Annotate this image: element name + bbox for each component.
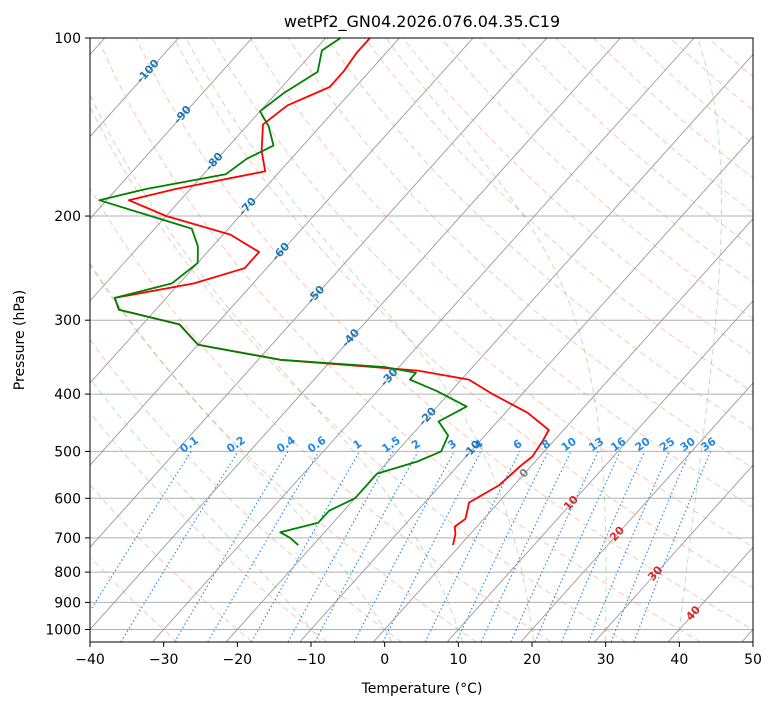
- chart-title: wetPf2_GN04.2026.076.04.35.C19: [284, 12, 560, 32]
- dry-adiabat: [90, 411, 328, 642]
- mixing-ratio-lines: [90, 451, 712, 642]
- grid-layer: [90, 37, 753, 630]
- dewpoint-profile: [98, 38, 468, 546]
- y-tick-label: 900: [54, 595, 81, 611]
- isotherm-line: [90, 38, 400, 384]
- mixing-ratio-line: [287, 451, 394, 642]
- mixing-ratio-label: 1.5: [379, 434, 402, 456]
- y-tick-label: 500: [54, 444, 81, 460]
- isotherm-line: [373, 218, 753, 642]
- dry-adiabat: [90, 186, 552, 642]
- dry-adiabat: [593, 38, 753, 179]
- moist-adiabat: [90, 262, 393, 642]
- moist-adiabat: [90, 93, 464, 642]
- mixing-ratio-label: 0.6: [305, 433, 329, 455]
- y-tick-label: 400: [54, 387, 81, 403]
- isotherm-line: [152, 38, 695, 642]
- plot-area: 0.1 0.2 0.4 0.6 1 1.5 2 3 4 6 8 10 13 16 20 25 30 36-100-…: [90, 38, 753, 642]
- mixing-ratio-line: [534, 451, 621, 642]
- dry-adiabat: [288, 38, 753, 469]
- mixing-ratio-label: 0.4: [274, 433, 298, 455]
- mixing-ratio-line: [561, 451, 646, 642]
- isotherms: [90, 38, 753, 642]
- dry-adiabat: [211, 38, 753, 548]
- y-tick-label: 300: [54, 313, 81, 329]
- mixing-ratio-line: [90, 451, 192, 612]
- isotherm-line: [90, 38, 253, 220]
- dry-adiabat: [90, 264, 477, 642]
- moist-adiabat: [185, 38, 535, 642]
- dry-adiabat: [249, 38, 753, 508]
- isotherm-line: [225, 53, 753, 642]
- isotherm-line: [90, 38, 474, 466]
- mixing-ratio-line: [610, 451, 691, 642]
- isotherm-line: [446, 300, 753, 642]
- mixing-ratio-label: 6: [511, 437, 525, 452]
- mixing-ratio-line: [510, 451, 599, 642]
- moist-adiabat: [677, 38, 722, 642]
- dry-adiabat: [440, 38, 753, 320]
- x-axis-label: Temperature (°C): [361, 681, 483, 697]
- y-axis-label: Pressure (hPa): [12, 290, 28, 390]
- moist-adiabat: [385, 38, 607, 642]
- dry-adiabat: [555, 38, 753, 213]
- x-tick-label: −20: [223, 652, 253, 668]
- mixing-ratio-line: [588, 451, 670, 642]
- mixing-ratio-line: [174, 451, 289, 642]
- mixing-ratio-label: 2: [409, 437, 423, 452]
- isotherm-line: [90, 38, 621, 631]
- x-tick-label: 20: [523, 652, 541, 668]
- dry-adiabat: [517, 38, 753, 248]
- y-tick-label: 700: [54, 531, 81, 547]
- mixing-ratio-label: 0.1: [177, 434, 200, 456]
- dry-adiabat: [364, 38, 753, 393]
- x-tick-label: −10: [296, 652, 326, 668]
- mixing-ratio-line: [455, 451, 549, 642]
- x-tick-label: −30: [149, 652, 179, 668]
- x-tick-label: 10: [449, 652, 467, 668]
- dry-adiabat: [669, 38, 753, 111]
- profiles: [98, 38, 550, 546]
- isotherm-line: [667, 546, 753, 642]
- x-tick-label: 30: [597, 652, 615, 668]
- dry-adiabat: [631, 38, 753, 145]
- dry-adiabat: [478, 38, 753, 284]
- isotherm-line: [594, 464, 753, 642]
- x-tick-label: 50: [744, 652, 762, 668]
- mixing-ratio-line: [382, 451, 482, 642]
- dry-adiabat: [90, 556, 178, 642]
- axes: −40 −30 −20 −10 0 10 20 30 40 5010020030040050060…: [45, 31, 762, 668]
- y-tick-label: 100: [54, 31, 81, 47]
- dry-adiabat: [135, 38, 753, 631]
- y-tick-label: 600: [54, 491, 81, 507]
- y-tick-label: 1000: [45, 622, 81, 638]
- plot-frame: [89, 37, 754, 643]
- isotherm-line: [520, 382, 753, 642]
- dry-adiabat: [402, 38, 753, 356]
- moist-adiabat: [90, 377, 322, 642]
- dry-adiabat: [326, 38, 753, 431]
- dry-adiabat: [90, 484, 253, 642]
- mixing-ratio-line: [633, 451, 712, 642]
- x-tick-label: 0: [380, 652, 389, 668]
- dry-adiabats: [90, 38, 753, 642]
- isotherm-line: [90, 38, 327, 302]
- mixing-ratio-line: [251, 451, 360, 642]
- mixing-ratio-line: [353, 451, 455, 642]
- y-tick-label: 800: [54, 565, 81, 581]
- isotherm-line: [90, 38, 548, 548]
- isotherm-line: [741, 628, 753, 642]
- mixing-ratio-line: [314, 451, 419, 642]
- x-tick-label: 40: [670, 652, 688, 668]
- x-tick-label: −40: [75, 652, 105, 668]
- mixing-ratio-line: [120, 451, 239, 642]
- isotherm-line: [299, 135, 753, 642]
- dry-adiabat: [173, 38, 753, 589]
- dry-adiabat: [97, 38, 701, 642]
- mixing-ratio-label: 3: [445, 437, 459, 452]
- y-tick-label: 200: [54, 209, 81, 225]
- mixing-ratio-line: [424, 451, 521, 642]
